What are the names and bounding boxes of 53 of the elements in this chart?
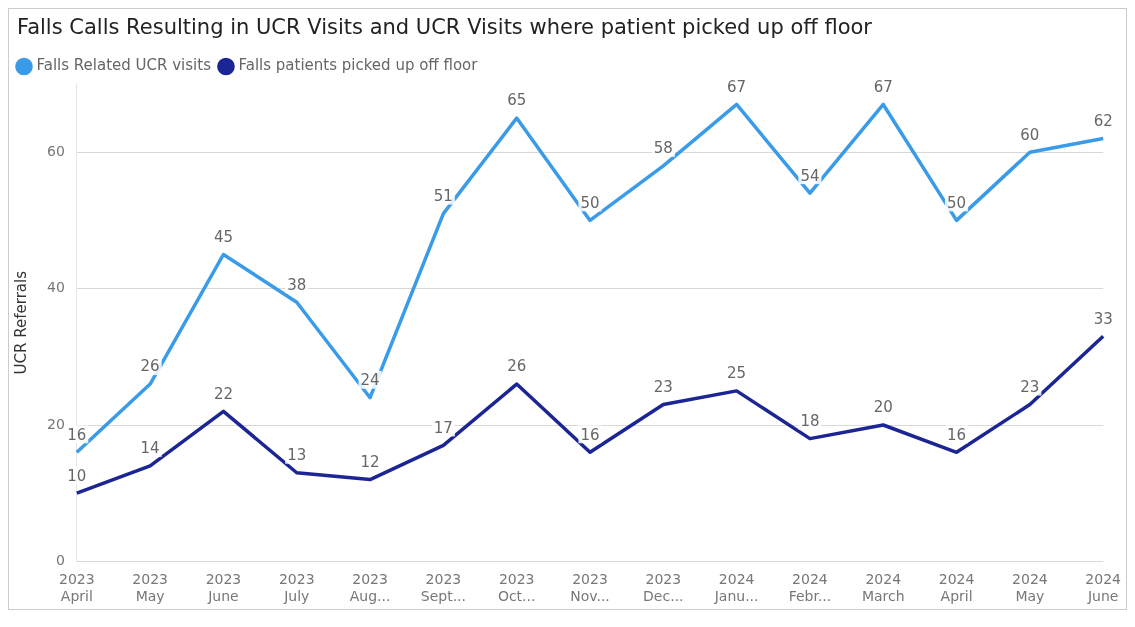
data-label: 16 (947, 425, 967, 444)
x-tick-label: 2023 April (58, 571, 95, 605)
data-label: 67 (727, 77, 747, 96)
data-label: 51 (433, 186, 453, 205)
x-tick-label: 2024 March (861, 571, 905, 605)
y-tick-label: 20 (46, 415, 65, 432)
data-label: 38 (287, 275, 307, 294)
x-tick-label: 2023 June (205, 571, 242, 605)
x-tick-label: 2023 May (132, 571, 168, 605)
x-tick-label: 2024 May (1012, 571, 1048, 605)
data-label: 18 (800, 412, 820, 431)
data-label: 50 (947, 193, 967, 212)
data-label: 13 (287, 446, 307, 465)
x-tick-label: 2023 Oct... (497, 571, 536, 605)
chart-title: Falls Calls Resulting in UCR Visits and UCR Visits where patient picked up off floor (16, 14, 873, 39)
data-label: 12 (360, 452, 380, 471)
data-label: 16 (67, 425, 87, 444)
x-tick-label: 2024 Janu... (713, 571, 759, 605)
data-label: 65 (507, 91, 527, 110)
data-label: 62 (1093, 111, 1113, 130)
data-label: 14 (140, 439, 160, 458)
y-tick-label: 0 (55, 552, 65, 569)
data-label: 10 (67, 466, 87, 485)
data-label: 24 (360, 371, 380, 390)
x-tick-label: 2023 Dec... (643, 571, 684, 605)
data-label: 16 (580, 425, 600, 444)
x-tick-label: 2024 April (938, 571, 975, 605)
x-tick-label: 2023 Sept... (420, 571, 466, 605)
data-label: 23 (653, 377, 673, 396)
data-label: 20 (873, 398, 893, 417)
y-axis-title: UCR Referrals (11, 270, 30, 375)
x-tick-label: 2023 July (278, 571, 315, 605)
data-label: 26 (140, 357, 160, 376)
data-label: 17 (433, 418, 453, 437)
y-tick-label: 40 (46, 279, 65, 296)
legend-label: Falls patients picked up off floor (238, 56, 479, 75)
y-tick-label: 60 (46, 142, 65, 159)
data-label: 58 (653, 139, 673, 158)
data-label: 67 (873, 77, 893, 96)
data-label: 60 (1020, 125, 1040, 144)
data-label: 25 (727, 364, 747, 383)
x-tick-label: 2023 Aug... (349, 571, 391, 605)
data-label: 26 (507, 357, 527, 376)
x-tick-label: 2024 Febr... (788, 571, 832, 605)
data-label: 33 (1093, 309, 1113, 328)
data-label: 22 (213, 384, 233, 403)
x-tick-label: 2023 Nov... (570, 571, 610, 605)
data-label: 50 (580, 193, 600, 212)
data-label: 45 (213, 227, 233, 246)
legend-label: Falls Related UCR visits (36, 56, 212, 75)
data-label: 23 (1020, 377, 1040, 396)
data-label: 54 (800, 166, 820, 185)
x-tick-label: 2024 June (1085, 571, 1122, 605)
